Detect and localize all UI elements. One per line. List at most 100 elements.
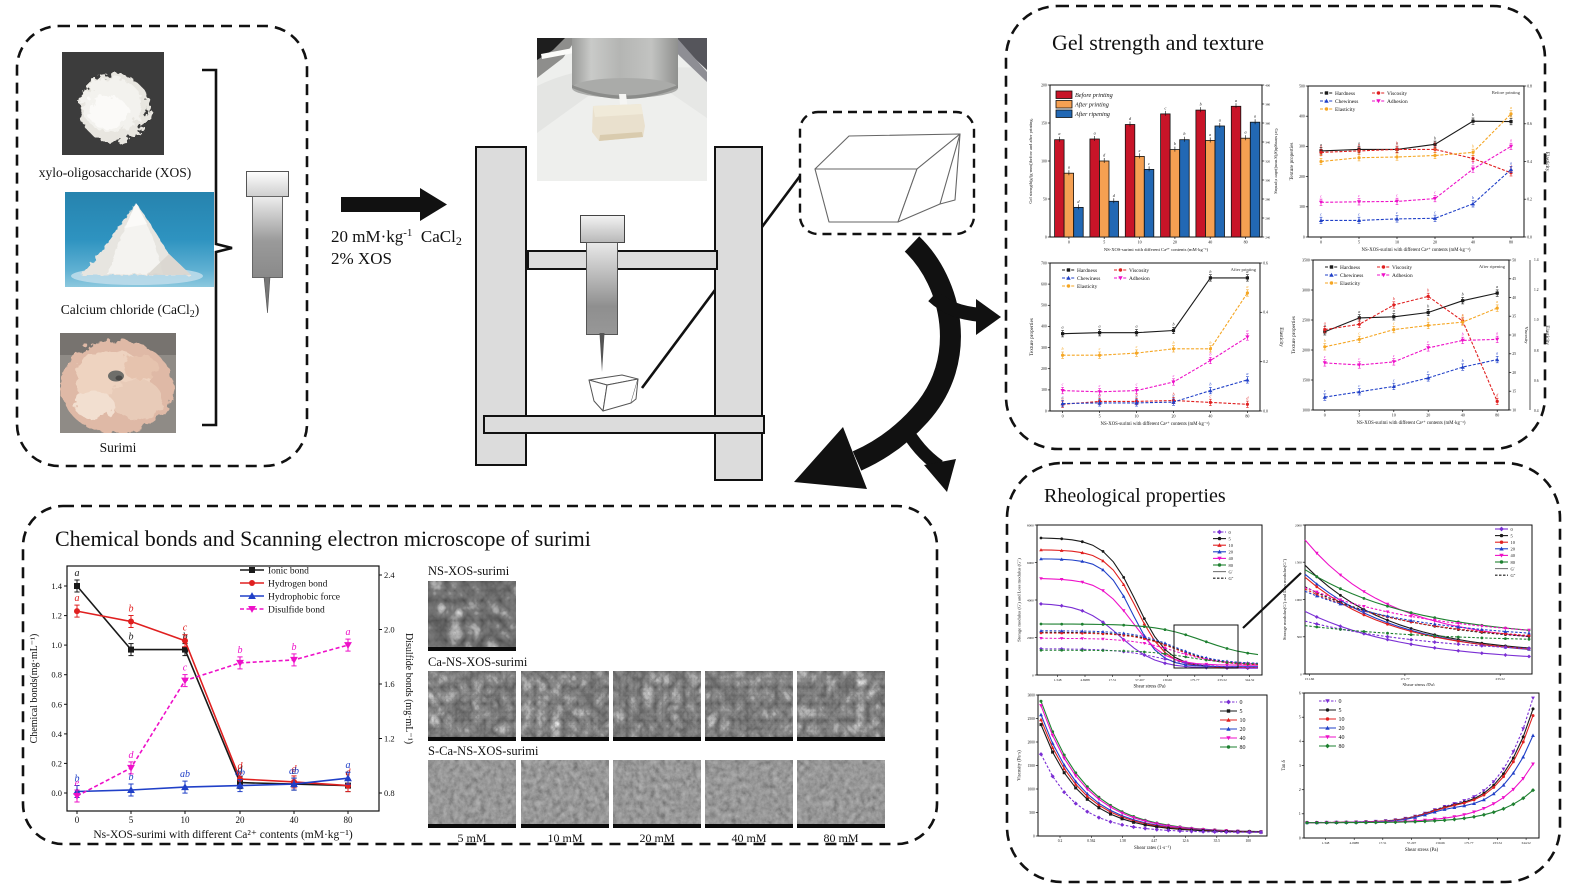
svg-text:2.4: 2.4: [384, 570, 395, 580]
svg-text:360: 360: [1265, 121, 1270, 125]
svg-text:b: b: [1172, 322, 1174, 327]
svg-text:a: a: [75, 593, 80, 604]
svg-text:80: 80: [1339, 744, 1345, 750]
svg-text:a: a: [75, 568, 80, 579]
svg-text:5: 5: [1099, 414, 1101, 419]
svg-text:200: 200: [1041, 83, 1047, 87]
svg-text:b: b: [1209, 340, 1211, 345]
svg-text:Shear stress (Pa): Shear stress (Pa): [1405, 848, 1439, 853]
svg-text:2500: 2500: [1302, 318, 1310, 322]
svg-text:G′: G′: [1511, 566, 1515, 571]
svg-text:600: 600: [1041, 282, 1047, 286]
svg-text:2500: 2500: [1028, 717, 1035, 721]
svg-text:3500: 3500: [1302, 258, 1310, 262]
svg-text:0.8: 0.8: [51, 670, 62, 680]
svg-text:0.0: 0.0: [51, 788, 62, 798]
svg-text:a: a: [1099, 324, 1101, 329]
svg-text:a: a: [1358, 140, 1360, 145]
svg-text:G″: G″: [1511, 573, 1516, 578]
svg-text:280: 280: [1265, 197, 1270, 201]
svg-text:a: a: [1068, 165, 1070, 170]
svg-text:1.58: 1.58: [1120, 839, 1126, 843]
svg-text:b: b: [1172, 392, 1174, 397]
svg-text:e: e: [75, 778, 80, 789]
svg-text:b: b: [1472, 143, 1474, 148]
svg-text:344.52: 344.52: [1521, 841, 1531, 845]
svg-text:5: 5: [1229, 536, 1232, 541]
svg-text:35.5: 35.5: [1214, 839, 1220, 843]
svg-text:40: 40: [1339, 735, 1345, 741]
svg-text:a: a: [1246, 328, 1248, 333]
svg-text:c: c: [1358, 330, 1360, 335]
svg-text:5: 5: [1339, 708, 1342, 714]
svg-text:2.0: 2.0: [384, 625, 395, 635]
svg-text:0.0: 0.0: [1527, 235, 1532, 239]
svg-text:80: 80: [1509, 240, 1513, 245]
svg-text:4000: 4000: [1027, 598, 1034, 602]
svg-text:20: 20: [1172, 414, 1176, 419]
svg-text:Hardness: Hardness: [1077, 268, 1097, 274]
svg-text:0.0: 0.0: [1263, 409, 1268, 413]
svg-text:c: c: [1136, 382, 1138, 387]
svg-text:b: b: [238, 645, 243, 656]
svg-text:G′: G′: [1229, 569, 1233, 574]
svg-text:c: c: [1434, 209, 1436, 214]
svg-text:c: c: [1173, 393, 1175, 398]
svg-text:0: 0: [1339, 699, 1342, 705]
svg-text:a: a: [1510, 161, 1512, 166]
svg-text:Viscosity: Viscosity: [1524, 326, 1529, 344]
svg-text:40: 40: [290, 815, 300, 825]
svg-text:NS-XOS-surimi with different C: NS-XOS-surimi with different Ca²⁺ conten…: [1101, 421, 1210, 427]
svg-text:c: c: [1434, 190, 1436, 195]
svg-text:a: a: [1235, 98, 1237, 103]
svg-text:c: c: [1462, 312, 1464, 317]
svg-text:5: 5: [1240, 709, 1243, 715]
svg-text:c: c: [1136, 344, 1138, 349]
svg-text:20: 20: [1240, 727, 1246, 733]
svg-text:Elasticity: Elasticity: [1077, 284, 1098, 290]
svg-text:Tan δ: Tan δ: [1282, 759, 1287, 770]
svg-text:c: c: [1062, 382, 1064, 387]
svg-text:d: d: [1129, 116, 1132, 121]
svg-text:1.4: 1.4: [51, 581, 62, 591]
svg-text:20: 20: [236, 815, 246, 825]
svg-text:3: 3: [1299, 764, 1301, 768]
svg-text:1500: 1500: [1295, 561, 1302, 565]
svg-text:200: 200: [1299, 175, 1305, 179]
svg-text:Elasticity: Elasticity: [1544, 325, 1550, 345]
svg-text:a: a: [1254, 114, 1256, 119]
svg-text:c: c: [292, 766, 297, 777]
svg-text:4.6988: 4.6988: [1080, 678, 1090, 682]
svg-text:0: 0: [1229, 530, 1232, 535]
svg-text:20: 20: [1339, 726, 1345, 732]
svg-text:Before printing: Before printing: [1492, 90, 1521, 95]
svg-text:500: 500: [1029, 811, 1035, 815]
svg-text:6: 6: [1299, 691, 1301, 695]
svg-text:a: a: [1393, 308, 1395, 313]
svg-text:Viscosity (Pa·s): Viscosity (Pa·s): [1018, 750, 1023, 781]
svg-text:130.66: 130.66: [1163, 678, 1173, 682]
svg-text:Gel strength(g/(g·mm))after ri: Gel strength(g/(g·mm))after ripening: [1274, 128, 1278, 194]
svg-text:c: c: [1062, 395, 1064, 400]
svg-text:ab: ab: [235, 768, 245, 779]
svg-text:b: b: [1427, 304, 1429, 309]
svg-text:0.4: 0.4: [1527, 160, 1532, 164]
svg-text:100: 100: [1041, 159, 1047, 163]
svg-text:b: b: [1462, 313, 1464, 318]
svg-text:c: c: [1396, 192, 1398, 197]
svg-text:a: a: [1246, 284, 1248, 289]
svg-text:b: b: [1472, 160, 1474, 165]
svg-text:b: b: [1462, 292, 1464, 297]
svg-text:35: 35: [1512, 315, 1516, 319]
svg-text:b: b: [1472, 195, 1474, 200]
svg-text:c: c: [1358, 149, 1360, 154]
svg-text:0: 0: [1299, 836, 1301, 840]
svg-text:2000: 2000: [1027, 636, 1034, 640]
svg-text:Chewiness: Chewiness: [1077, 276, 1100, 282]
svg-text:1.348: 1.348: [1054, 678, 1062, 682]
svg-text:0: 0: [1062, 414, 1064, 419]
svg-text:0.2: 0.2: [1058, 839, 1063, 843]
svg-text:Texture properties: Texture properties: [1291, 316, 1297, 354]
svg-text:b: b: [1172, 340, 1174, 345]
svg-text:Storage modulus (G′) and Loss: Storage modulus (G′) and Loss modulus (G…: [1017, 558, 1022, 642]
